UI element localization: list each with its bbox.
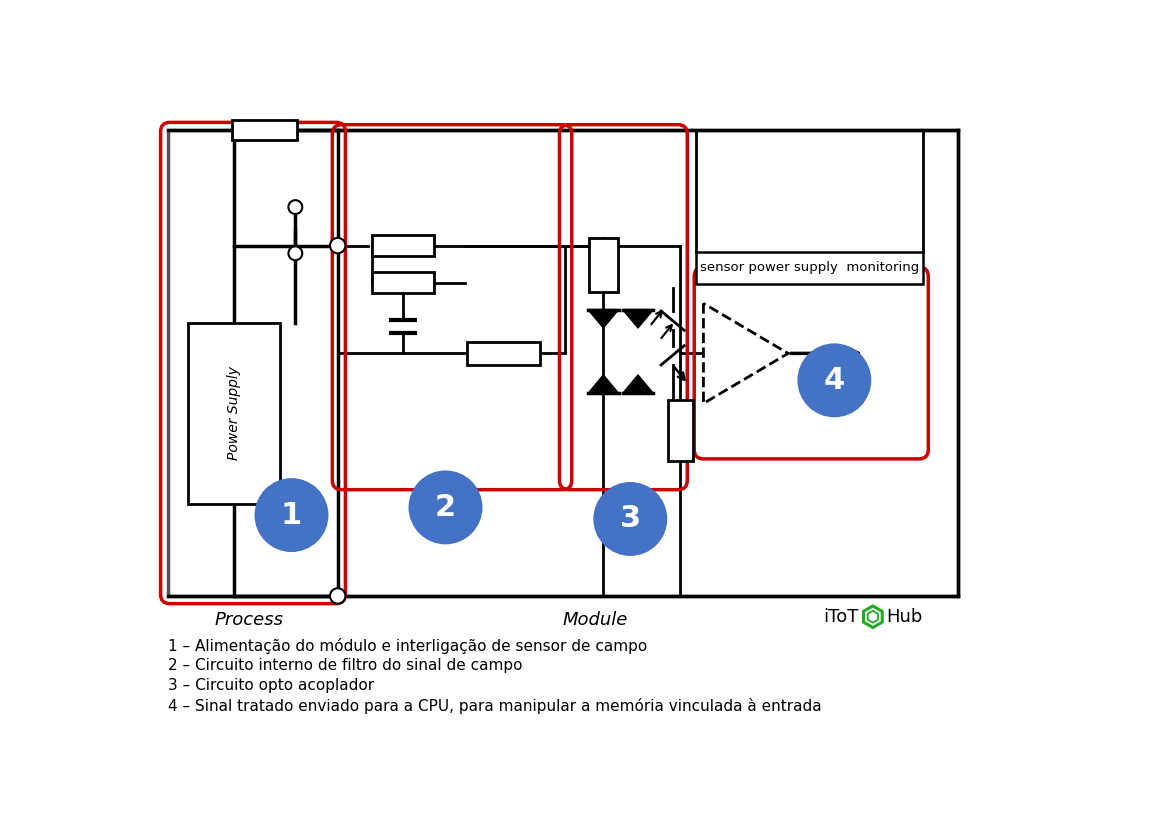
Circle shape bbox=[408, 470, 483, 544]
Bar bbox=[168, 130, 957, 596]
Bar bbox=[466, 342, 540, 365]
Polygon shape bbox=[588, 375, 618, 393]
Text: 4 – Sinal tratado enviado para a CPU, para manipular a memória vinculada à entra: 4 – Sinal tratado enviado para a CPU, pa… bbox=[168, 699, 822, 714]
Text: 1: 1 bbox=[281, 501, 302, 530]
Text: 2: 2 bbox=[435, 493, 456, 522]
Text: 3 – Circuito opto acoplador: 3 – Circuito opto acoplador bbox=[168, 678, 374, 693]
Bar bbox=[373, 235, 434, 256]
Circle shape bbox=[330, 238, 345, 254]
Polygon shape bbox=[623, 310, 653, 328]
Text: 2 – Circuito interno de filtro do sinal de campo: 2 – Circuito interno de filtro do sinal … bbox=[168, 658, 523, 673]
Text: iToT: iToT bbox=[824, 608, 859, 626]
Polygon shape bbox=[588, 310, 618, 328]
Polygon shape bbox=[623, 375, 653, 393]
Circle shape bbox=[330, 588, 345, 603]
Polygon shape bbox=[704, 303, 788, 403]
Bar bbox=[187, 323, 279, 503]
Circle shape bbox=[255, 478, 328, 552]
Circle shape bbox=[289, 246, 303, 260]
Text: sensor power supply  monitoring: sensor power supply monitoring bbox=[700, 261, 919, 274]
Text: 4: 4 bbox=[824, 366, 845, 395]
Text: Hub: Hub bbox=[887, 608, 924, 626]
Text: Power Supply: Power Supply bbox=[227, 366, 241, 460]
Text: Module: Module bbox=[563, 612, 628, 630]
Circle shape bbox=[797, 343, 871, 417]
Text: 1 – Alimentação do módulo e interligação de sensor de campo: 1 – Alimentação do módulo e interligação… bbox=[168, 638, 648, 654]
Text: 3: 3 bbox=[620, 504, 641, 534]
Circle shape bbox=[594, 482, 667, 556]
Bar bbox=[667, 400, 693, 461]
Bar bbox=[696, 252, 922, 284]
Bar bbox=[231, 121, 297, 140]
Text: Process: Process bbox=[215, 612, 284, 630]
Circle shape bbox=[289, 200, 303, 214]
Bar bbox=[589, 238, 618, 291]
Bar bbox=[373, 272, 434, 293]
